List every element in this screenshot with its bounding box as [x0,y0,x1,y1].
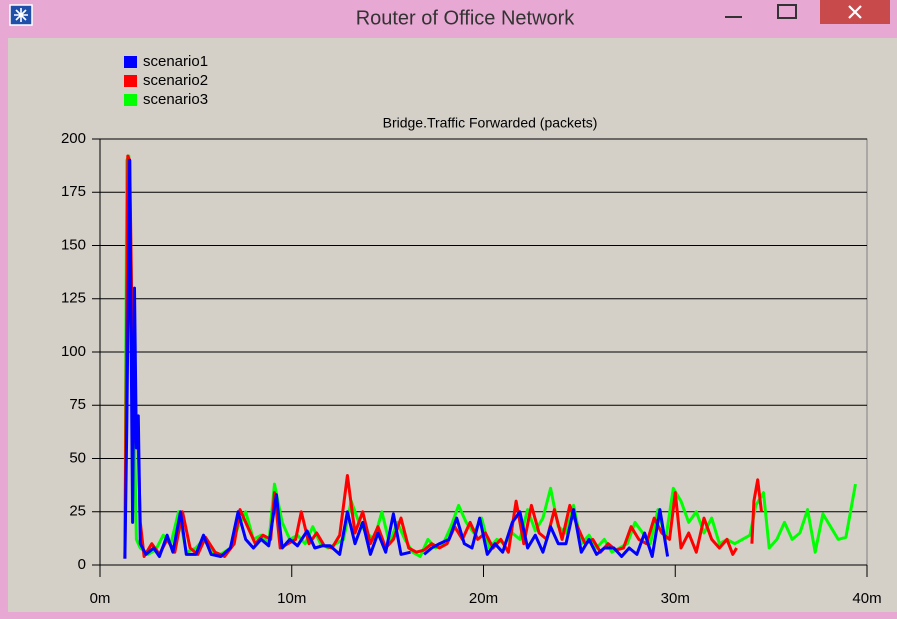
legend-label: scenario3 [143,91,208,108]
x-tick-label: 40m [852,590,881,607]
y-tick-label: 200 [61,130,86,147]
legend-label: scenario1 [143,53,208,70]
y-tick-label: 75 [69,396,86,413]
app-icon-glyph [14,8,28,22]
series-line [123,158,670,559]
legend-label: scenario2 [143,72,208,89]
y-tick-label: 150 [61,236,86,253]
close-glyph [848,5,862,19]
y-tick-label: 175 [61,183,86,200]
y-tick-label: 100 [61,343,86,360]
x-tick-label: 30m [661,590,690,607]
x-tick-label: 20m [469,590,498,607]
legend-swatch [124,75,137,87]
legend-swatch [124,56,137,68]
series-line [123,154,763,559]
chart-subtitle: Bridge.Traffic Forwarded (packets) [383,115,598,131]
x-tick-label: 0m [90,590,111,607]
window-title: Router of Office Network [356,7,576,29]
y-tick-label: 25 [69,503,86,520]
y-tick-label: 125 [61,290,86,307]
maximize-button[interactable] [777,4,797,19]
y-tick-label: 0 [78,556,86,573]
x-tick-label: 10m [277,590,306,607]
y-tick-label: 50 [69,449,86,466]
legend-swatch [124,94,137,106]
